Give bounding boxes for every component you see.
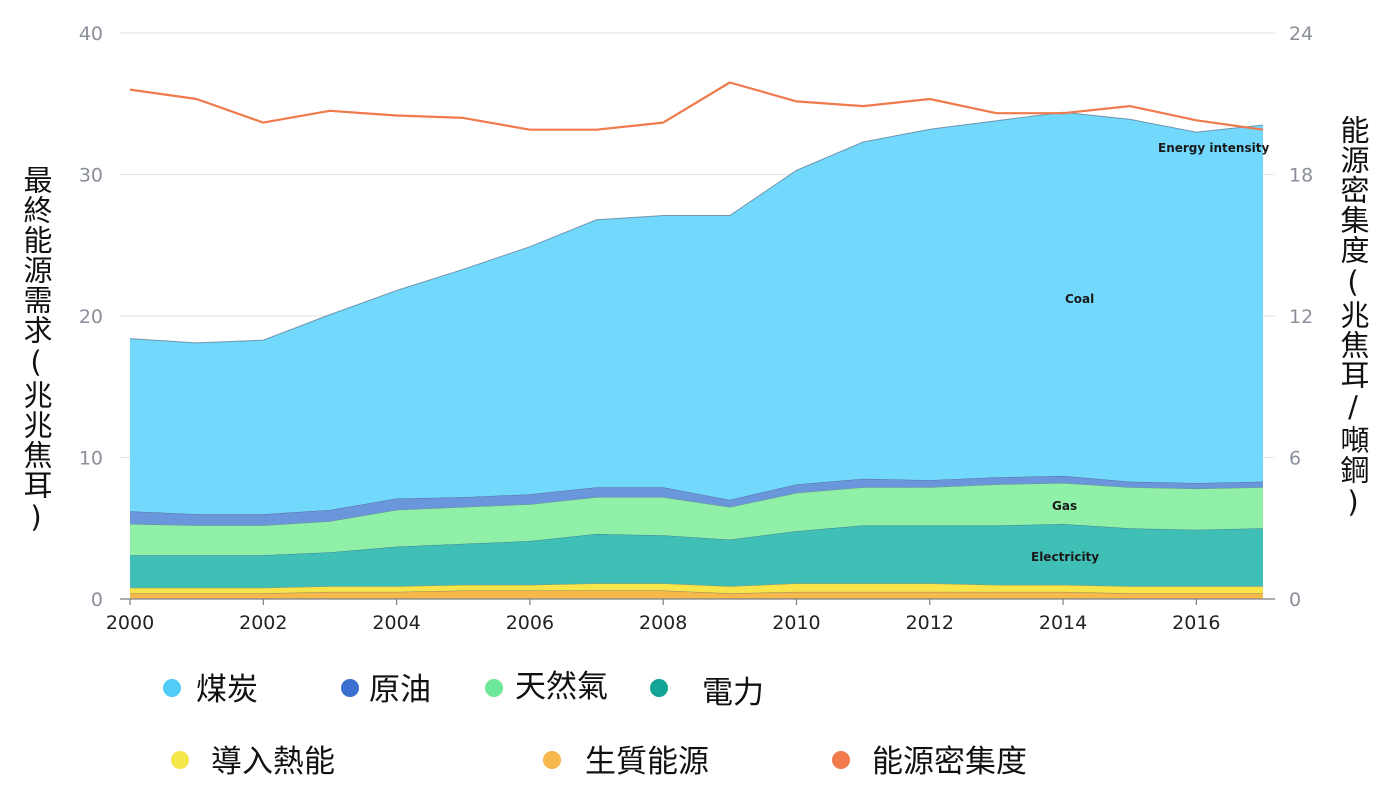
- annotation-coal: Coal: [1065, 292, 1094, 306]
- x-tick-label: 2006: [506, 612, 554, 634]
- stacked-areas: [129, 111, 1264, 599]
- intensity-line-group: [129, 81, 1264, 131]
- right-tick-label: 6: [1289, 448, 1301, 470]
- coal-area: [130, 112, 1263, 515]
- left-tick-label: 20: [79, 306, 103, 328]
- energy-intensity-line: [129, 81, 1264, 131]
- legend-item-energy-intensity: 能源密集度: [832, 744, 1027, 780]
- legend-label-imported-heat: 導入熱能: [211, 744, 335, 780]
- legend-item-imported-heat: 導入熱能: [171, 744, 335, 780]
- x-tick-label: 2004: [372, 612, 420, 634]
- annotation-gas: Gas: [1052, 499, 1077, 513]
- legend-item-biomass: 生質能源: [543, 744, 709, 780]
- annotation-energy-intensity: Energy intensity: [1158, 141, 1269, 155]
- legend-marker-imported-heat: [171, 751, 189, 769]
- left-tick-label: 10: [79, 448, 103, 470]
- right-axis-ticks: 0 6 12 18 24: [1289, 23, 1313, 611]
- imported-heat-area: [130, 583, 1263, 594]
- legend-label-natural-gas: 天然氣: [515, 669, 608, 705]
- legend-item-natural-gas: 天然氣: [485, 669, 608, 705]
- right-axis-title: 能源密集度(兆焦耳/噸鋼): [1336, 115, 1370, 520]
- legend-item-coal: 煤炭: [163, 672, 258, 708]
- legend: 煤炭 原油 天然氣 電力 導入熱能 生質能源 能源密集度: [163, 669, 1027, 780]
- crude-oil-area: [130, 475, 1263, 526]
- left-tick-label: 0: [91, 589, 103, 611]
- biomass-area: [130, 590, 1263, 599]
- natural-gas-area: [130, 483, 1263, 556]
- left-tick-label: 30: [79, 165, 103, 187]
- coal-area-edge: [129, 111, 1264, 344]
- x-tick-label: 2002: [239, 612, 287, 634]
- legend-label-crude-oil: 原油: [369, 672, 431, 708]
- x-tick-label: 2008: [639, 612, 687, 634]
- legend-marker-crude-oil: [341, 679, 359, 697]
- legend-marker-biomass: [543, 751, 561, 769]
- electricity-area-edge: [130, 523, 1264, 556]
- legend-item-crude-oil: 原油: [341, 672, 431, 708]
- x-tick-label: 2010: [772, 612, 820, 634]
- legend-item-electricity: 電力: [650, 675, 764, 711]
- legend-marker-energy-intensity: [832, 751, 850, 769]
- legend-marker-electricity: [650, 679, 668, 697]
- x-tick-label: 2012: [906, 612, 954, 634]
- right-tick-label: 12: [1289, 306, 1313, 328]
- x-tick-label: 2014: [1039, 612, 1087, 634]
- legend-label-energy-intensity: 能源密集度: [872, 744, 1027, 780]
- biomass-area-edge: [130, 590, 1263, 594]
- x-tick-label: 2016: [1172, 612, 1220, 634]
- x-axis-ticks: 2000 2002 2004 2006 2008 2010 2012 2014 2016: [106, 599, 1221, 634]
- x-tick-label: 2000: [106, 612, 154, 634]
- legend-label-electricity: 電力: [702, 675, 764, 711]
- left-axis-ticks: 0 10 20 30 40: [79, 23, 103, 611]
- left-axis-title: 最終能源需求(兆兆焦耳): [19, 165, 53, 535]
- right-tick-label: 0: [1289, 589, 1301, 611]
- legend-marker-natural-gas: [485, 679, 503, 697]
- legend-label-biomass: 生質能源: [585, 744, 709, 780]
- legend-marker-coal: [163, 679, 181, 697]
- right-tick-label: 24: [1289, 23, 1313, 45]
- electricity-area: [130, 524, 1263, 588]
- annotation-electricity: Electricity: [1031, 550, 1099, 564]
- right-tick-label: 18: [1289, 165, 1313, 187]
- left-tick-label: 40: [79, 23, 103, 45]
- legend-label-coal: 煤炭: [196, 672, 258, 708]
